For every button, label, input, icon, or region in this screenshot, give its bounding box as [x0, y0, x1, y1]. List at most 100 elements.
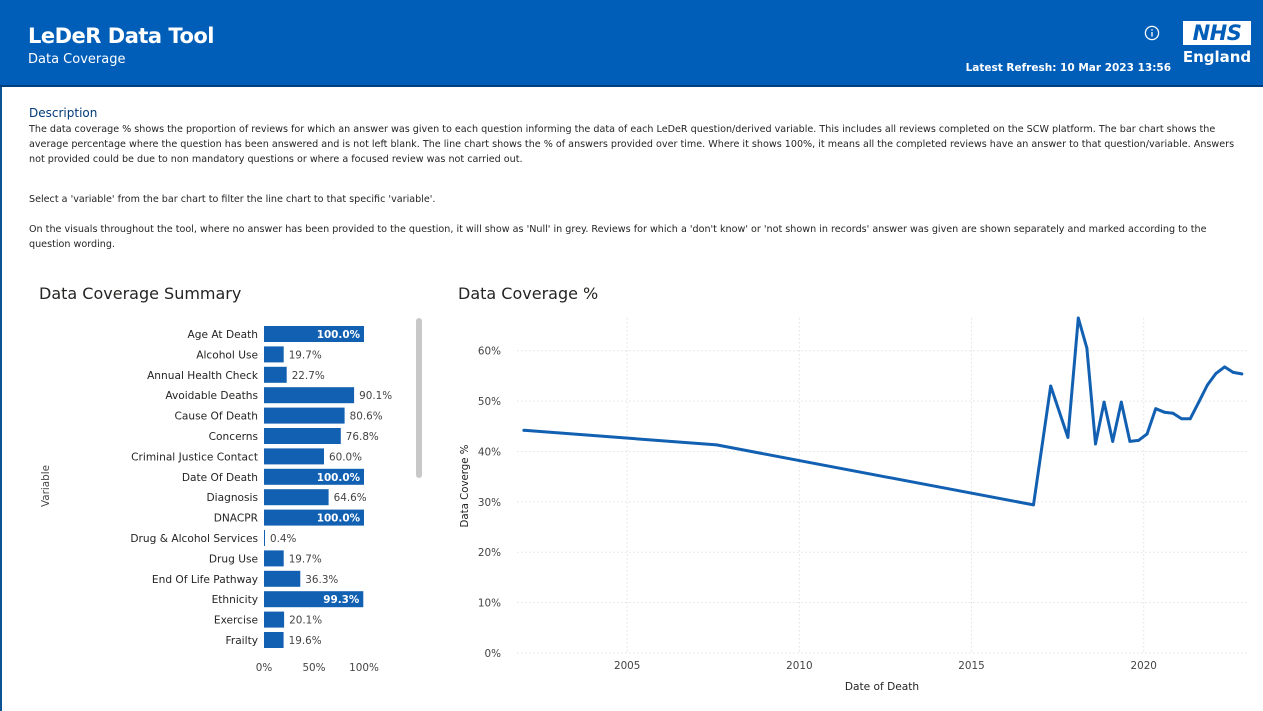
bar[interactable] — [264, 550, 284, 567]
line-y-tick-label: 60% — [478, 346, 501, 358]
coverage-data-point[interactable] — [715, 443, 719, 447]
bar[interactable] — [264, 509, 364, 526]
bar[interactable] — [264, 632, 284, 648]
bar-group[interactable]: Drug & Alcohol Services 0.4% — [130, 530, 297, 546]
bar-group[interactable]: Frailty 19.6% — [226, 632, 322, 648]
bar-value-label: 0.4% — [270, 533, 297, 545]
nhs-logo-box: NHS — [1183, 21, 1251, 45]
bar-group[interactable]: End Of Life Pathway 36.3% — [152, 570, 339, 587]
bar[interactable] — [264, 407, 345, 424]
bar-group[interactable]: Diagnosis 64.6% — [207, 489, 367, 506]
coverage-data-point[interactable] — [1137, 439, 1140, 442]
coverage-data-point[interactable] — [1240, 372, 1244, 376]
coverage-data-point[interactable] — [1076, 316, 1080, 320]
bar-group[interactable]: Annual Health Check 22.7% — [147, 366, 325, 383]
coverage-data-point[interactable] — [1032, 503, 1035, 507]
bar-y-axis-title: Variable — [40, 465, 52, 507]
bar-category-label: Criminal Justice Contact — [131, 451, 258, 463]
bar[interactable] — [264, 346, 284, 363]
coverage-data-point[interactable] — [1119, 400, 1123, 404]
line-y-tick-label: 0% — [485, 648, 502, 660]
bar[interactable] — [264, 591, 364, 608]
bar-category-label: Concerns — [209, 431, 258, 443]
bar-value-label: 90.1% — [359, 390, 392, 402]
coverage-data-point[interactable] — [1188, 417, 1192, 421]
bar-value-label: 36.3% — [305, 574, 338, 586]
line-y-tick-label: 40% — [478, 446, 501, 458]
bar-group[interactable]: Criminal Justice Contact 60.0% — [131, 448, 362, 465]
bar-x-tick-label: 100% — [349, 662, 379, 674]
data-coverage-line-chart: 0% 10% 20% 30% 40% 50% 60% 2005 2010 2015 2020 Date… — [460, 316, 1247, 693]
coverage-data-point[interactable] — [1085, 346, 1089, 350]
coverage-data-point[interactable] — [1094, 442, 1097, 446]
description-heading: Description — [29, 106, 98, 120]
description-paragraph-2: Select a 'variable' from the bar chart t… — [29, 194, 436, 205]
bar-x-tick-label: 50% — [302, 662, 325, 674]
bar[interactable] — [264, 448, 324, 465]
coverage-data-point[interactable] — [1197, 400, 1201, 404]
bar-value-label: 19.6% — [289, 635, 322, 647]
bar-category-label: Exercise — [214, 615, 258, 627]
bar-value-label: 19.7% — [289, 349, 322, 361]
bar-category-label: Ethnicity — [212, 594, 258, 606]
coverage-data-point[interactable] — [1145, 432, 1149, 436]
bar-category-label: Drug Use — [209, 553, 258, 565]
bar-group[interactable]: Alcohol Use 19.7% — [196, 346, 322, 363]
line-y-axis-title: Data Coverge % — [460, 444, 471, 527]
coverage-data-point[interactable] — [1231, 371, 1235, 374]
coverage-data-point[interactable] — [1049, 384, 1053, 388]
coverage-data-point[interactable] — [1214, 372, 1218, 375]
line-x-tick-label: 2015 — [958, 660, 984, 672]
bar-value-label: 100.0% — [317, 472, 361, 484]
coverage-data-point[interactable] — [1102, 400, 1106, 404]
coverage-data-point[interactable] — [1162, 410, 1166, 414]
line-y-tick-label: 50% — [478, 396, 501, 408]
coverage-data-point[interactable] — [1154, 407, 1158, 411]
bar[interactable] — [264, 489, 329, 506]
coverage-data-point[interactable] — [1206, 383, 1209, 387]
bar-value-label: 100.0% — [317, 513, 361, 525]
bar-group[interactable]: Avoidable Deaths 90.1% — [165, 387, 392, 404]
bar[interactable] — [264, 366, 287, 383]
bar-group[interactable]: Drug Use 19.7% — [209, 550, 322, 567]
coverage-data-point[interactable] — [1066, 435, 1070, 439]
bar-chart-title: Data Coverage Summary — [39, 284, 242, 303]
coverage-data-point[interactable] — [1171, 411, 1175, 415]
line-x-tick-label: 2010 — [786, 660, 812, 672]
bar-group[interactable]: Age At Death 100.0% — [188, 326, 364, 342]
coverage-data-point[interactable] — [1180, 417, 1183, 421]
bar-group[interactable]: Concerns 76.8% — [209, 428, 379, 444]
nhs-england-logo: NHS England — [1180, 21, 1254, 69]
page-header: LeDeR Data Tool Data Coverage Latest Ref… — [0, 0, 1263, 87]
latest-refresh: Latest Refresh: 10 Mar 2023 13:56 — [966, 62, 1171, 74]
coverage-data-point[interactable] — [1223, 365, 1227, 369]
bar-group[interactable]: Cause Of Death 80.6% — [175, 407, 383, 424]
bar-group[interactable]: Ethnicity 99.3% — [212, 591, 364, 608]
bar-group[interactable]: Date Of Death 100.0% — [182, 468, 364, 485]
line-x-axis-title: Date of Death — [845, 681, 919, 693]
bar-group[interactable]: Exercise 20.1% — [214, 611, 322, 628]
app-title: LeDeR Data Tool — [28, 24, 215, 48]
bar[interactable] — [264, 387, 355, 404]
coverage-data-point[interactable] — [1128, 440, 1132, 443]
coverage-series-line[interactable] — [522, 316, 1244, 507]
bar[interactable] — [264, 428, 341, 444]
bar-value-label: 19.7% — [289, 553, 322, 565]
description-paragraph-1: The data coverage % shows the proportion… — [29, 124, 1235, 165]
line-y-tick-label: 30% — [478, 497, 501, 509]
line-y-tick-label: 20% — [478, 547, 501, 559]
bar[interactable] — [264, 530, 265, 546]
coverage-data-point[interactable] — [522, 428, 526, 432]
bar-value-label: 100.0% — [317, 329, 361, 341]
bar[interactable] — [264, 570, 301, 587]
bar[interactable] — [264, 611, 285, 628]
bar[interactable] — [264, 468, 364, 485]
bar-category-label: Alcohol Use — [196, 349, 258, 361]
bar-group[interactable]: DNACPR 100.0% — [214, 509, 364, 526]
coverage-data-point[interactable] — [1111, 440, 1115, 443]
bar-category-label: End Of Life Pathway — [152, 574, 258, 586]
info-icon[interactable] — [1144, 25, 1160, 41]
bar[interactable] — [264, 326, 364, 342]
vertical-scrollbar[interactable] — [416, 318, 422, 478]
bar-category-label: Cause Of Death — [175, 411, 258, 423]
